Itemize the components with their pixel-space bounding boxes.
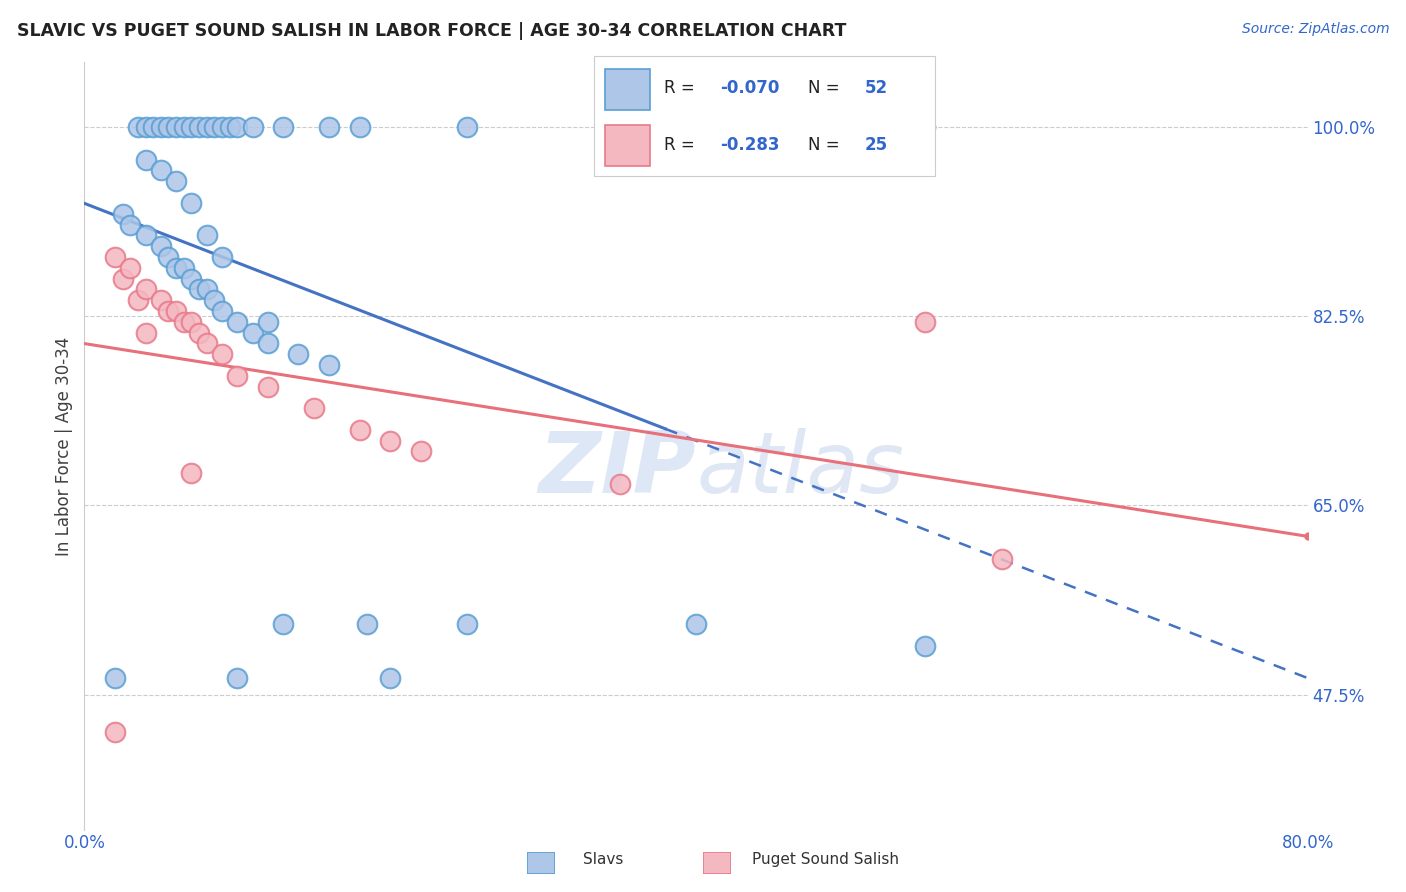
FancyBboxPatch shape [593,56,935,176]
Point [180,120,202,135]
Point [165,120,187,135]
Point [271,120,294,135]
Point [609,476,631,491]
Point [157,250,180,264]
Point [180,315,202,329]
Point [226,671,249,685]
Point [165,304,187,318]
Point [356,617,378,632]
Point [120,218,142,232]
Text: 25: 25 [865,136,887,153]
Point [409,444,432,458]
Text: 52: 52 [865,79,887,97]
Point [318,120,340,135]
Point [135,228,157,243]
Point [242,326,264,340]
Point [211,120,233,135]
Point [302,401,325,416]
Text: Puget Sound Salish: Puget Sound Salish [752,852,900,867]
Point [349,120,371,135]
Point [914,639,936,653]
Point [349,423,371,437]
Point [180,466,202,480]
Text: Slavs: Slavs [583,852,624,867]
Point [127,120,149,135]
Point [287,347,309,361]
Point [135,120,157,135]
Text: ZIP: ZIP [538,427,696,510]
Point [165,260,187,275]
Point [271,617,294,632]
Text: R =: R = [664,79,700,97]
Point [380,671,402,685]
Point [991,552,1014,566]
Point [226,368,249,383]
Point [257,336,280,351]
Point [157,120,180,135]
Point [104,725,127,739]
Point [195,282,218,296]
Point [211,304,233,318]
Point [226,315,249,329]
Point [456,617,478,632]
Point [104,671,127,685]
FancyBboxPatch shape [605,125,650,166]
Point [211,347,233,361]
FancyBboxPatch shape [703,852,731,874]
Point [211,250,233,264]
Point [685,617,707,632]
Point [257,379,280,393]
Text: -0.283: -0.283 [720,136,780,153]
Point [135,326,157,340]
Point [149,163,172,178]
FancyBboxPatch shape [527,852,555,874]
Point [142,120,165,135]
Y-axis label: In Labor Force | Age 30-34: In Labor Force | Age 30-34 [55,336,73,556]
Point [218,120,240,135]
Point [202,120,225,135]
Point [226,120,249,135]
Point [173,120,195,135]
Point [111,271,134,285]
Text: N =: N = [808,136,845,153]
Text: atlas: atlas [696,427,904,510]
Point [180,195,202,210]
Point [173,315,195,329]
Point [165,174,187,188]
Point [173,260,195,275]
Text: SLAVIC VS PUGET SOUND SALISH IN LABOR FORCE | AGE 30-34 CORRELATION CHART: SLAVIC VS PUGET SOUND SALISH IN LABOR FO… [17,22,846,40]
Point [242,120,264,135]
Text: R =: R = [664,136,700,153]
Point [188,326,211,340]
Point [318,358,340,372]
Point [195,228,218,243]
Point [188,120,211,135]
Point [195,120,218,135]
Point [914,315,936,329]
Point [257,315,280,329]
Point [914,120,936,135]
Point [157,304,180,318]
Point [180,271,202,285]
Point [135,153,157,167]
Text: -0.070: -0.070 [720,79,780,97]
Point [149,239,172,253]
Point [104,250,127,264]
Point [111,207,134,221]
Point [380,434,402,448]
Point [149,293,172,307]
Point [149,120,172,135]
Text: N =: N = [808,79,845,97]
Point [195,336,218,351]
Point [456,120,478,135]
Point [202,293,225,307]
Text: Source: ZipAtlas.com: Source: ZipAtlas.com [1241,22,1389,37]
Point [127,293,149,307]
FancyBboxPatch shape [605,69,650,110]
Point [188,282,211,296]
Point [120,260,142,275]
Point [135,282,157,296]
